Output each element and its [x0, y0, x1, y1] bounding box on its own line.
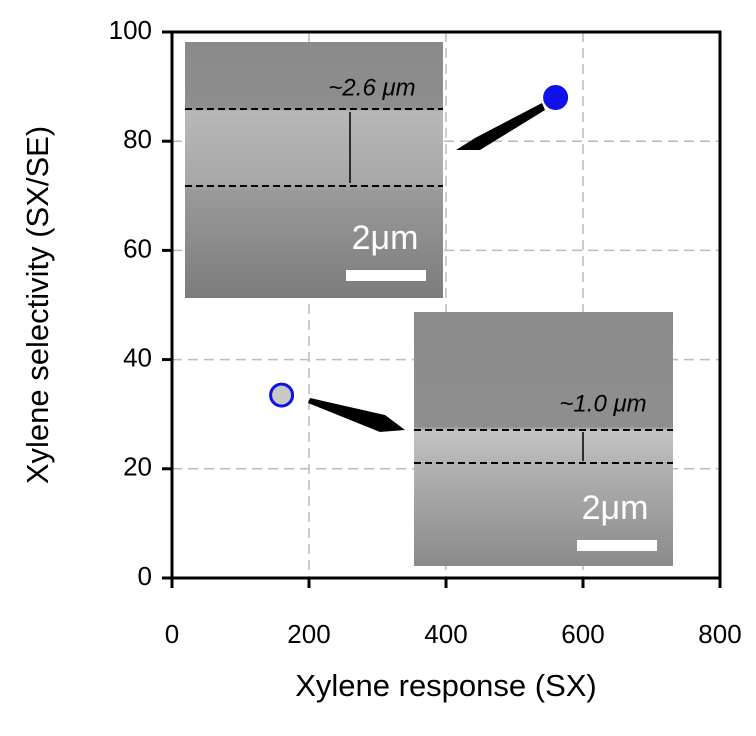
data-point [269, 382, 295, 408]
scale-label: 2μm [582, 489, 649, 527]
scale-bar [346, 270, 426, 281]
y-axis-label: Xylene selectivity (SX/SE) [20, 126, 55, 484]
y-tick-label: 60 [123, 233, 152, 263]
x-tick-label: 800 [698, 619, 741, 649]
y-tick-label: 80 [123, 124, 152, 154]
y-tick-label: 100 [109, 15, 152, 45]
x-tick-label: 600 [561, 619, 604, 649]
pointer-arrow [308, 398, 405, 432]
y-tick-label: 40 [123, 342, 152, 372]
annotation: ~2.6 μm [328, 74, 415, 101]
x-axis-label: Xylene response (SX) [295, 668, 597, 703]
sem-inset [414, 312, 673, 566]
x-tick-label: 200 [287, 619, 330, 649]
data-point [543, 85, 569, 111]
y-tick-label: 0 [138, 561, 152, 591]
y-tick-label: 20 [123, 452, 152, 482]
scale-bar [577, 540, 657, 551]
annotation: ~1.0 μm [559, 390, 646, 417]
sem-inset [185, 42, 443, 298]
scale-label: 2μm [352, 219, 419, 257]
x-tick-label: 0 [165, 619, 179, 649]
x-tick-label: 400 [424, 619, 467, 649]
pointer-arrow [456, 103, 545, 150]
